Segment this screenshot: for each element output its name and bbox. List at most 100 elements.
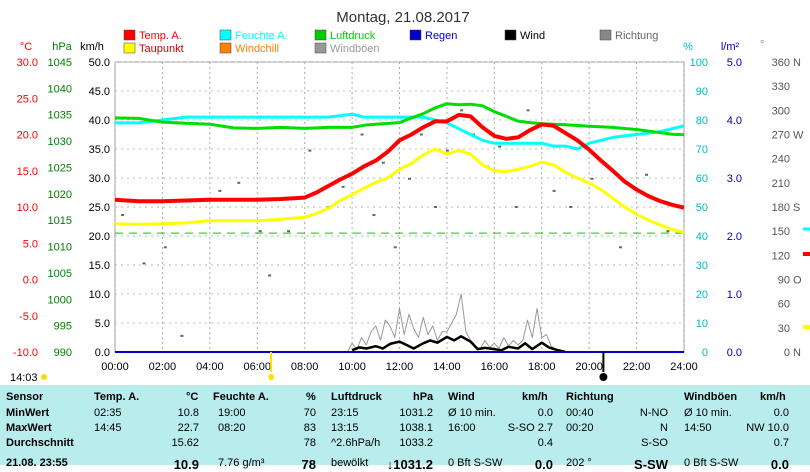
tick-label-wind: 5.0 — [95, 318, 110, 330]
table-cell-wind-time: 16:00 — [448, 422, 476, 434]
direction-point — [372, 214, 376, 217]
tick-label-humidity: 20 — [696, 289, 708, 301]
table-cell-press-time: 23:15 — [331, 407, 359, 419]
tick-label-wind: 0.0 — [95, 347, 110, 359]
table-cell-hum-time: 08:20 — [218, 422, 246, 434]
sunrise-icon — [268, 374, 275, 380]
series-line-luftdruck — [114, 102, 685, 137]
legend-swatch — [314, 42, 327, 54]
series-line-wind — [351, 335, 566, 354]
chart-title: Montag, 21.08.2017 — [336, 9, 469, 26]
table-cell-hum-time: 19:00 — [218, 407, 246, 419]
direction-point — [308, 149, 312, 152]
tick-label-pressure: 1010 — [48, 242, 72, 254]
header-wind-unit: km/h — [522, 391, 548, 403]
axis-unit-humidity: % — [683, 41, 693, 53]
tick-label-pressure: 1000 — [48, 294, 72, 306]
tick-label-temp: 20.0 — [17, 130, 38, 142]
legend-label: Windböen — [330, 43, 380, 55]
tick-label-pressure: 1015 — [48, 215, 72, 227]
tick-label-temp: -5.0 — [19, 311, 38, 323]
direction-point — [498, 145, 502, 148]
tick-label-wind: 10.0 — [89, 289, 110, 301]
tick-label-temp: 30.0 — [17, 57, 38, 69]
x-tick-label: 24:00 — [670, 361, 698, 373]
direction-point — [645, 173, 649, 176]
tick-label-direction: 270 — [772, 130, 790, 142]
tick-label-wind: 35.0 — [89, 144, 110, 156]
table-cell-dir-time: 00:20 — [566, 422, 594, 434]
axis-unit-wind: km/h — [80, 41, 104, 53]
legend-swatch — [314, 29, 327, 41]
legend-label: Windchill — [235, 43, 279, 55]
tick-label-rain: 5.0 — [727, 57, 742, 69]
direction-point — [218, 189, 222, 192]
header-temp: Temp. A. — [94, 391, 140, 403]
x-tick-label: 00:00 — [101, 361, 129, 373]
current-time-dot — [41, 374, 47, 380]
table-cell-press-time: bewölkt — [331, 457, 369, 469]
time-markers: 14:03 — [10, 227, 810, 384]
direction-point — [360, 133, 364, 136]
tick-label-wind: 25.0 — [89, 202, 110, 214]
header-gust-unit: km/h — [760, 391, 786, 403]
tick-label-rain: 4.0 — [727, 115, 742, 127]
tick-label-humidity: 90 — [696, 86, 708, 98]
direction-point — [163, 246, 167, 249]
tick-label-direction: 240 — [772, 154, 790, 166]
series-line-taupunkt — [114, 147, 685, 234]
direction-point — [237, 181, 241, 184]
tick-label-direction: 150 — [772, 226, 790, 238]
tick-label-direction: 90 — [778, 275, 790, 287]
legend-swatch — [123, 29, 136, 41]
direction-point — [526, 109, 530, 112]
tick-label-direction: 30 — [778, 323, 790, 335]
header-wind: Wind — [448, 391, 475, 403]
table-cell-temp-val: 10.8 — [177, 407, 199, 419]
axis-unit-rain: l/m² — [721, 41, 740, 53]
tick-label-direction: 330 — [772, 81, 790, 93]
tick-label-humidity: 100 — [690, 57, 708, 69]
tick-label-temp: 10.0 — [17, 202, 38, 214]
legend-swatch — [123, 42, 136, 54]
table-cell-dir-val: N-NO — [639, 407, 668, 419]
tick-label-humidity: 70 — [696, 144, 708, 156]
header-humidity-unit: % — [306, 391, 316, 403]
tick-label-temp: -10.0 — [13, 347, 38, 359]
header-direction: Richtung — [566, 391, 614, 403]
tick-label-wind: 45.0 — [89, 86, 110, 98]
tick-label-direction: 180 — [772, 202, 790, 214]
plot-area — [114, 102, 685, 354]
statistics-table: Sensor Temp. A. °C Feuchte A. % Luftdruc… — [0, 385, 810, 472]
direction-point — [590, 177, 594, 180]
header-temp-unit: °C — [186, 391, 199, 403]
legend-label: Richtung — [615, 30, 658, 42]
tick-label-rain: 3.0 — [727, 173, 742, 185]
x-tick-label: 06:00 — [243, 361, 271, 373]
table-cell-gust-val: 0.7 — [773, 437, 789, 449]
direction-point — [393, 246, 397, 249]
direction-point — [258, 230, 262, 233]
legend-label: Wind — [520, 30, 545, 42]
direction-point — [460, 109, 464, 112]
table-cell-hum-val: 83 — [303, 422, 316, 434]
tick-label-pressure: 1020 — [48, 189, 72, 201]
direction-point — [618, 246, 622, 249]
axis-unit-temp: °C — [20, 41, 32, 53]
table-cell-press-val: 1033.2 — [399, 437, 433, 449]
table-cell-hum-val: 78 — [303, 437, 316, 449]
tick-label-humidity: 10 — [696, 318, 708, 330]
table-cell-temp-val: 22.7 — [177, 422, 199, 434]
table-cell-press-val: 1031.2 — [399, 407, 433, 419]
direction-point — [514, 206, 518, 208]
axis-unit-pressure: hPa — [52, 41, 72, 53]
tick-label-pressure: 1035 — [48, 110, 72, 122]
tick-label-wind: 40.0 — [89, 115, 110, 127]
direction-point — [419, 133, 423, 136]
tick-label-humidity: 60 — [696, 173, 708, 185]
table-cell-dir-time: 202 ° — [566, 457, 592, 469]
tick-label-pressure: 1040 — [48, 83, 72, 95]
direction-point — [142, 262, 146, 265]
header-pressure-unit: hPa — [413, 391, 434, 403]
tick-label-pressure: 1045 — [48, 57, 72, 69]
